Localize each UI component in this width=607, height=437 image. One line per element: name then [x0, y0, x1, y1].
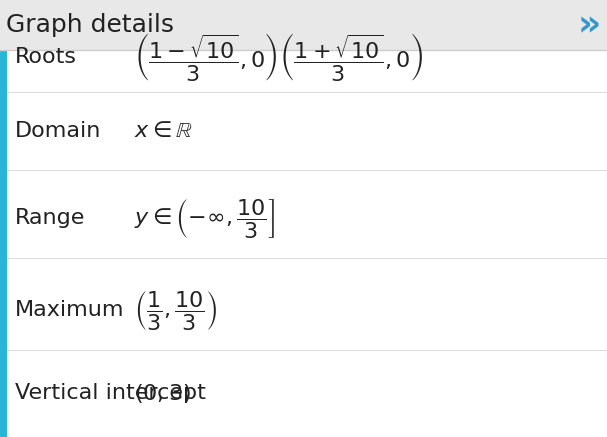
Text: $\left(\dfrac{1}{3},\dfrac{10}{3}\right)$: $\left(\dfrac{1}{3},\dfrac{10}{3}\right)… [134, 289, 217, 332]
Text: Domain: Domain [15, 121, 101, 141]
Text: $y\in\left(-\infty,\dfrac{10}{3}\right]$: $y\in\left(-\infty,\dfrac{10}{3}\right]$ [134, 197, 275, 240]
Text: Roots: Roots [15, 47, 77, 67]
Text: Range: Range [15, 208, 86, 229]
Text: Graph details: Graph details [6, 13, 174, 37]
FancyBboxPatch shape [0, 50, 7, 437]
Text: Vertical intercept: Vertical intercept [15, 383, 206, 403]
FancyBboxPatch shape [0, 50, 607, 437]
Text: $\left(0,3\right)$: $\left(0,3\right)$ [134, 382, 191, 405]
Text: $\left(\dfrac{1-\sqrt{10}}{3},0\right)\left(\dfrac{1+\sqrt{10}}{3},0\right)$: $\left(\dfrac{1-\sqrt{10}}{3},0\right)\l… [134, 31, 422, 83]
FancyBboxPatch shape [0, 0, 607, 50]
Text: »: » [578, 8, 601, 42]
Text: Maximum: Maximum [15, 300, 124, 320]
Text: $x\in\mathbb{R}$: $x\in\mathbb{R}$ [134, 121, 192, 141]
